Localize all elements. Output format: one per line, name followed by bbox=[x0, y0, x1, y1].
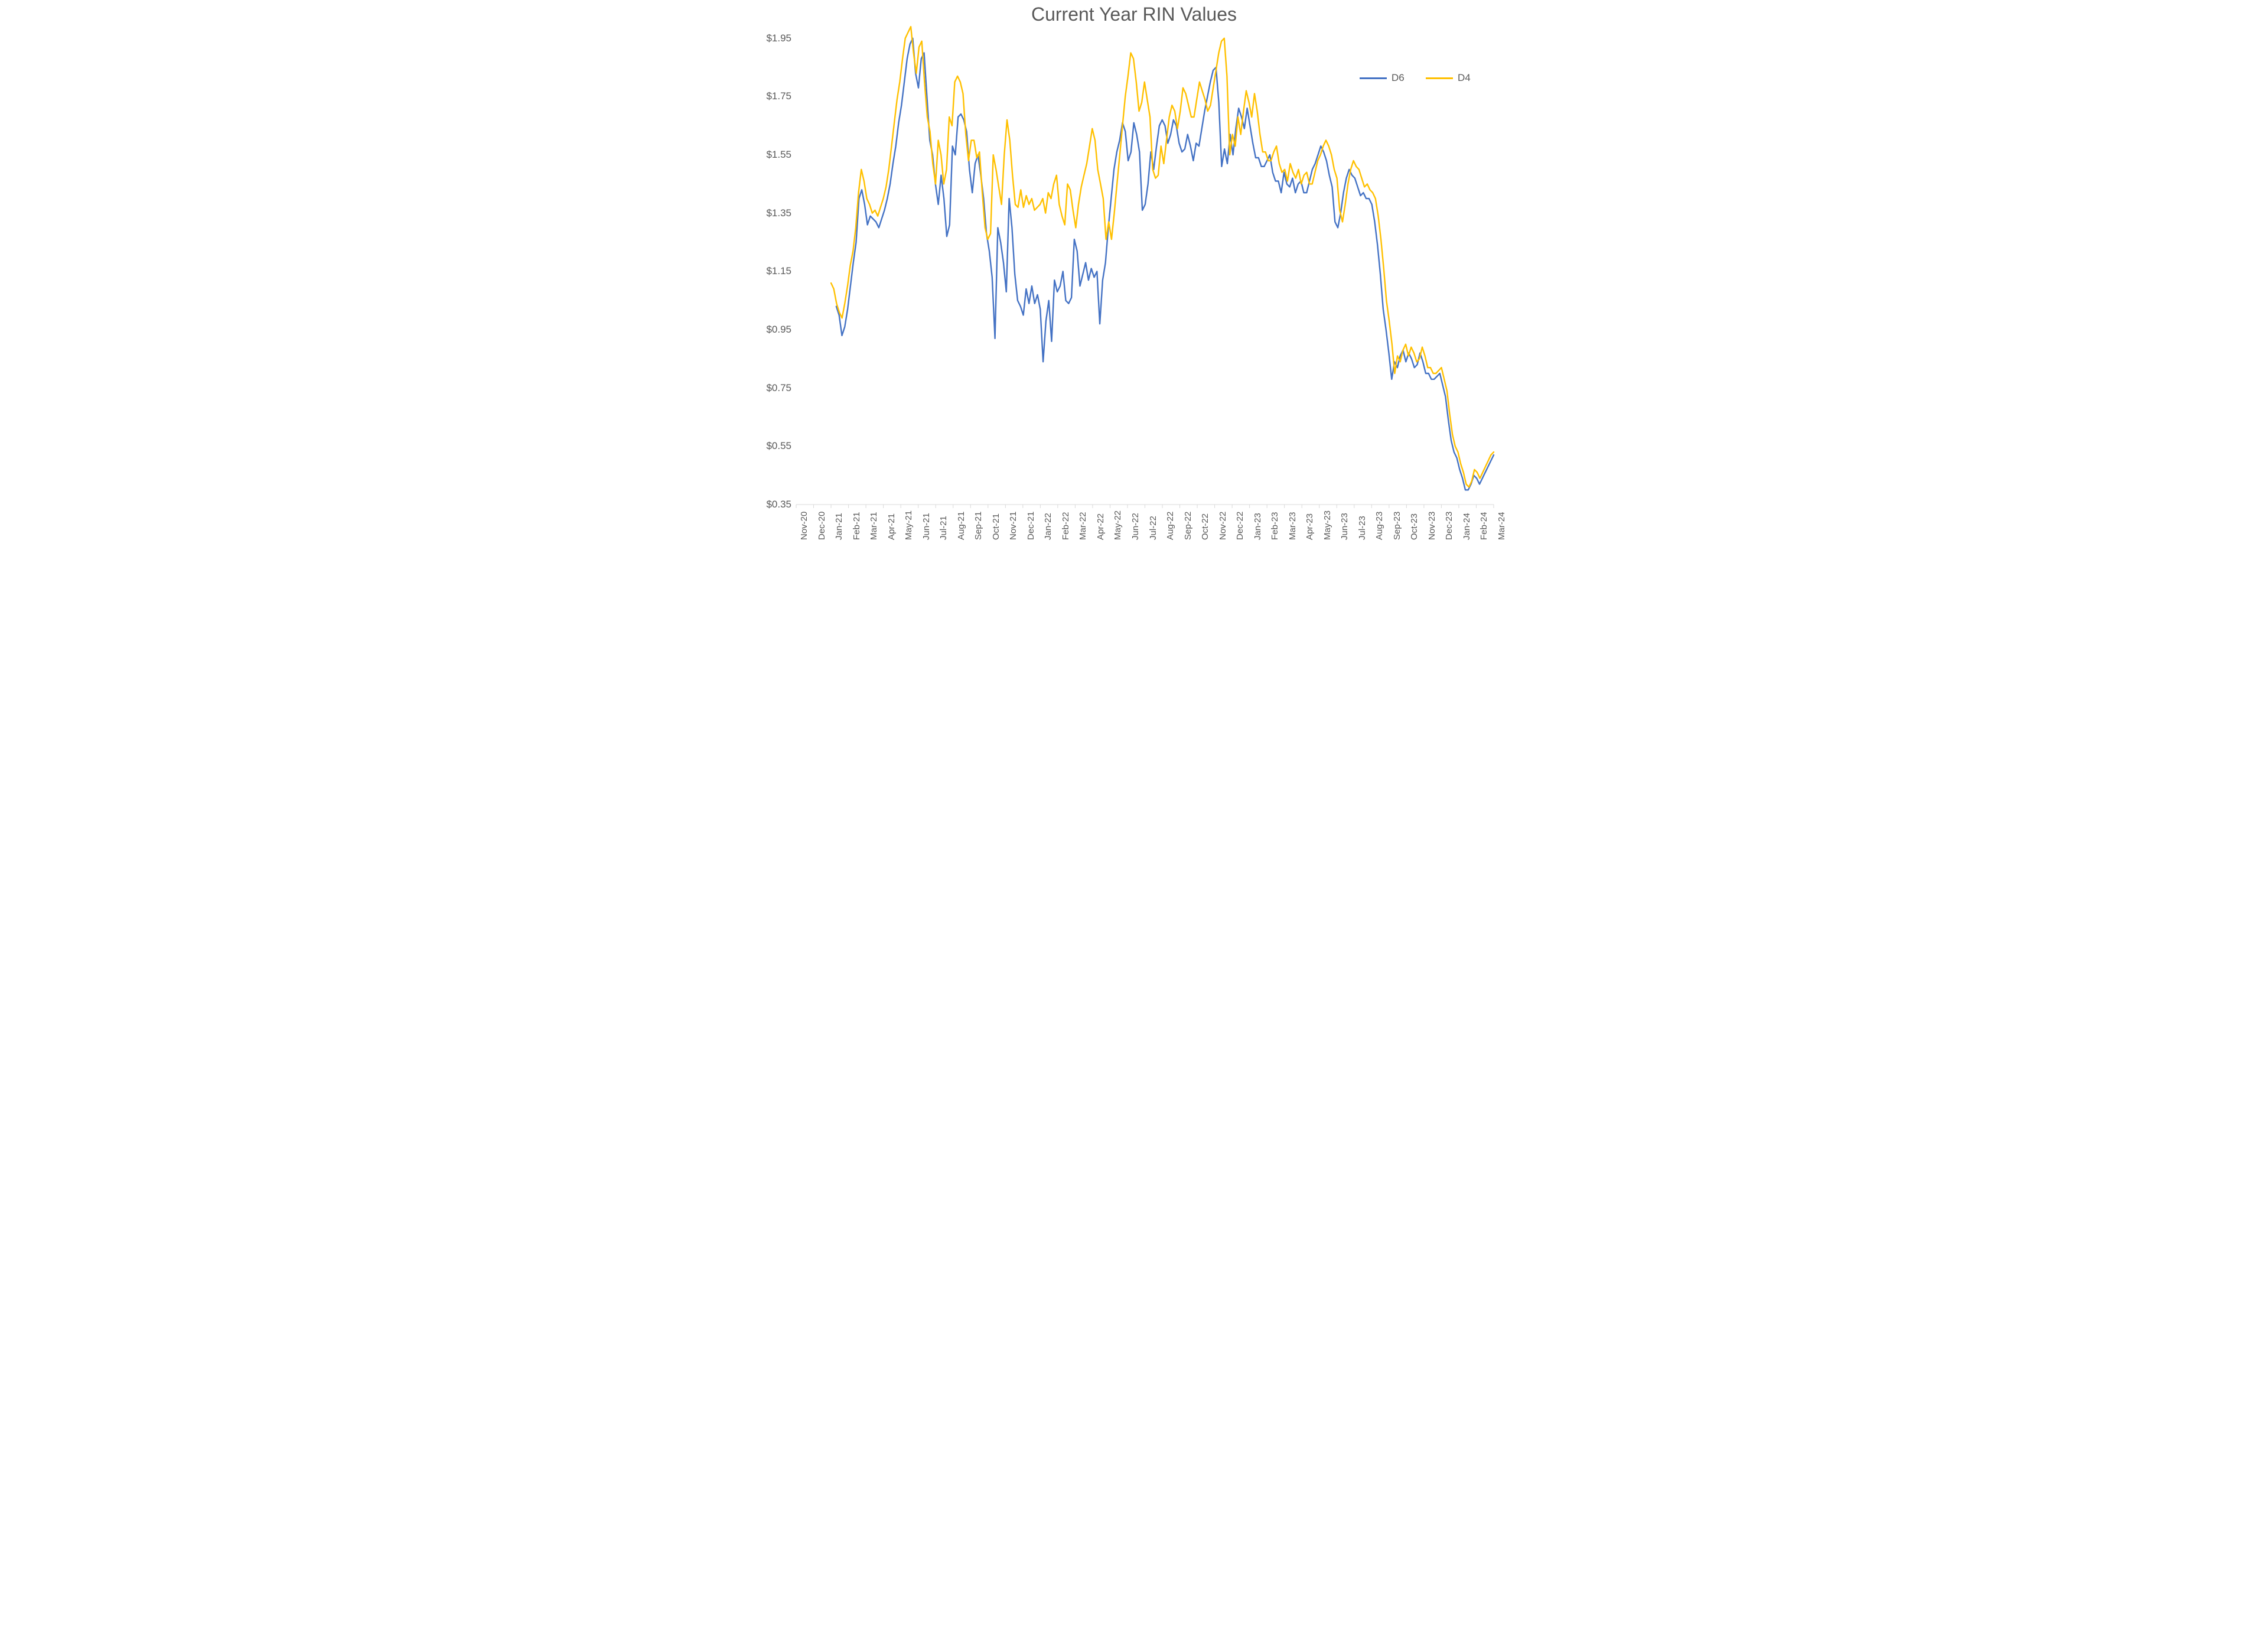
legend-swatch bbox=[1360, 77, 1387, 79]
y-axis-label: $1.55 bbox=[756, 149, 791, 161]
x-axis-label: Jul-23 bbox=[1357, 516, 1367, 540]
legend-swatch bbox=[1426, 77, 1453, 79]
x-axis-label: Jul-21 bbox=[939, 516, 949, 540]
y-axis-label: $0.55 bbox=[756, 440, 791, 452]
x-axis-label: Feb-23 bbox=[1270, 512, 1280, 540]
x-axis-label: Aug-22 bbox=[1165, 512, 1175, 540]
legend-item-d4: D4 bbox=[1426, 72, 1471, 84]
x-axis-label: Nov-23 bbox=[1427, 512, 1437, 540]
series-d4 bbox=[831, 27, 1494, 487]
x-axis-label: Dec-20 bbox=[817, 512, 827, 540]
x-axis-label: Jan-22 bbox=[1043, 513, 1053, 540]
x-axis-label: Jan-23 bbox=[1253, 513, 1263, 540]
y-axis-label: $1.15 bbox=[756, 265, 791, 277]
series-d6 bbox=[836, 38, 1494, 490]
x-axis-label: May-21 bbox=[904, 510, 914, 540]
x-axis-label: Oct-22 bbox=[1200, 513, 1210, 540]
x-axis-label: Jul-22 bbox=[1148, 516, 1158, 540]
x-axis-label: May-23 bbox=[1322, 510, 1332, 540]
x-axis-label: Mar-24 bbox=[1497, 512, 1507, 540]
y-axis-label: $1.75 bbox=[756, 90, 791, 102]
x-axis-label: Jan-24 bbox=[1462, 513, 1472, 540]
x-axis-label: Oct-21 bbox=[991, 513, 1001, 540]
x-axis-label: Sep-21 bbox=[973, 512, 983, 540]
x-axis-label: Sep-22 bbox=[1183, 512, 1193, 540]
x-axis-label: Feb-22 bbox=[1061, 512, 1071, 540]
x-axis-label: Mar-21 bbox=[869, 512, 879, 540]
y-axis-label: $0.95 bbox=[756, 324, 791, 336]
x-axis-label: Aug-23 bbox=[1374, 512, 1384, 540]
chart-container: Current Year RIN Values Nov-20Dec-20Jan-… bbox=[756, 0, 1512, 548]
x-axis-label: Feb-21 bbox=[852, 512, 862, 540]
x-axis-label: Nov-21 bbox=[1008, 512, 1018, 540]
y-axis-label: $1.95 bbox=[756, 32, 791, 44]
x-axis-label: Apr-22 bbox=[1096, 513, 1106, 540]
y-axis-label: $0.75 bbox=[756, 382, 791, 394]
y-axis-label: $1.35 bbox=[756, 207, 791, 219]
x-axis-label: Jun-22 bbox=[1130, 513, 1140, 540]
x-axis-label: Sep-23 bbox=[1392, 512, 1402, 540]
x-axis-label: Jun-21 bbox=[921, 513, 931, 540]
x-axis-label: Nov-22 bbox=[1218, 512, 1228, 540]
x-axis-label: Nov-20 bbox=[799, 512, 809, 540]
legend-label: D6 bbox=[1392, 72, 1405, 83]
x-axis-label: Aug-21 bbox=[956, 512, 966, 540]
x-axis-label: Jan-21 bbox=[834, 513, 844, 540]
x-axis-label: Dec-23 bbox=[1444, 512, 1454, 540]
x-axis-label: Jun-23 bbox=[1340, 513, 1350, 540]
y-axis-label: $0.35 bbox=[756, 499, 791, 510]
x-axis-label: Oct-23 bbox=[1409, 513, 1419, 540]
x-axis-label: Feb-24 bbox=[1479, 512, 1489, 540]
x-axis-label: Apr-23 bbox=[1305, 513, 1315, 540]
legend-label: D4 bbox=[1458, 72, 1471, 83]
x-axis-label: Mar-23 bbox=[1288, 512, 1298, 540]
x-axis-label: Dec-22 bbox=[1235, 512, 1245, 540]
x-axis-label: Apr-21 bbox=[887, 513, 897, 540]
x-axis-label: May-22 bbox=[1113, 510, 1123, 540]
x-axis-label: Mar-22 bbox=[1078, 512, 1088, 540]
x-axis-label: Dec-21 bbox=[1026, 512, 1036, 540]
legend-item-d6: D6 bbox=[1360, 72, 1405, 84]
